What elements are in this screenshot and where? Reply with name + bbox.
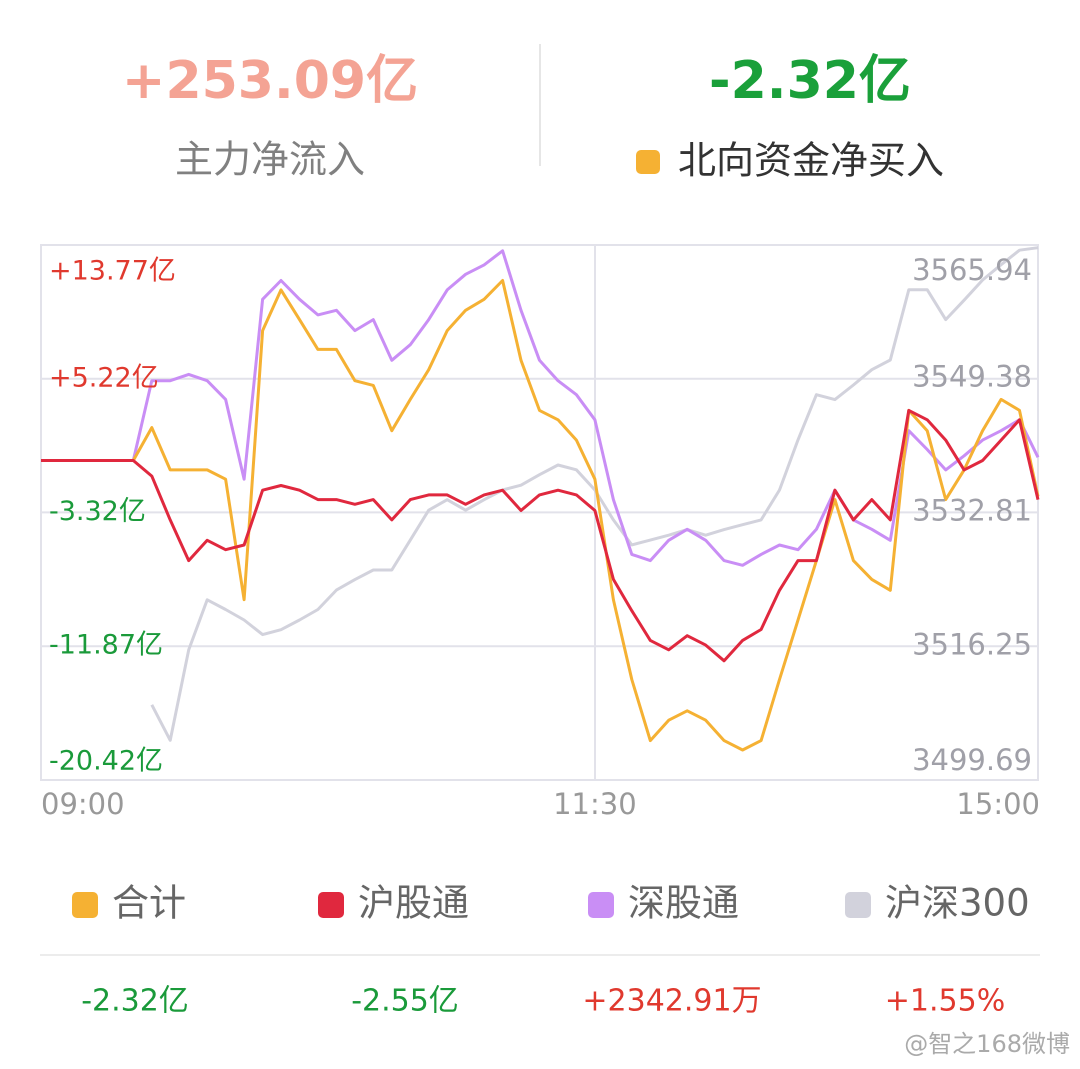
summary-value: +1.55% xyxy=(885,984,1005,1019)
y2-tick-label: 3532.81 xyxy=(912,494,1032,528)
summary-value: -2.32亿 xyxy=(81,984,189,1019)
y2-tick-label: 3516.25 xyxy=(912,627,1032,661)
x-tick-label: 15:00 xyxy=(956,787,1040,821)
x-tick-label: 09:00 xyxy=(41,787,125,821)
main-flow-label: 主力净流入 xyxy=(175,138,365,182)
legend-swatch xyxy=(318,892,344,918)
y-tick-label: +5.22亿 xyxy=(49,362,159,393)
series-line xyxy=(41,408,1040,663)
series-line xyxy=(150,246,1039,742)
y-tick-label: -11.87亿 xyxy=(49,630,163,661)
main-flow-value: +253.09亿 xyxy=(122,51,418,111)
watermark: @智之168微博 xyxy=(904,1030,1070,1058)
legend-swatch xyxy=(845,892,871,918)
legend-label: 深股通 xyxy=(628,882,739,925)
series-line xyxy=(41,249,1040,567)
summary-value: +2342.91万 xyxy=(582,984,761,1019)
series-line xyxy=(41,279,1040,752)
y2-tick-label: 3499.69 xyxy=(912,743,1032,777)
y2-tick-label: 3549.38 xyxy=(912,360,1032,394)
legend-label: 沪股通 xyxy=(358,882,469,925)
x-tick-label: 11:30 xyxy=(553,787,637,821)
y-tick-label: -3.32亿 xyxy=(49,496,146,527)
legend-swatch xyxy=(588,892,614,918)
north-value: -2.32亿 xyxy=(709,51,911,111)
legend-label: 合计 xyxy=(112,882,186,925)
y-tick-label: -20.42亿 xyxy=(49,746,163,777)
y2-tick-label: 3565.94 xyxy=(912,253,1032,287)
y-tick-label: +13.77亿 xyxy=(49,256,176,287)
summary-value: -2.55亿 xyxy=(351,984,459,1019)
north-icon xyxy=(636,150,660,174)
legend-swatch xyxy=(72,892,98,918)
legend-label: 沪深300 xyxy=(885,882,1030,925)
north-label: 北向资金净买入 xyxy=(678,139,944,183)
